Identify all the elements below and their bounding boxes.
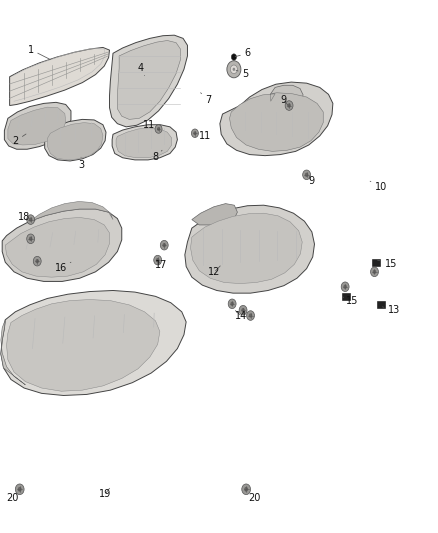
Circle shape bbox=[157, 127, 160, 131]
Polygon shape bbox=[110, 35, 187, 127]
Polygon shape bbox=[117, 41, 180, 119]
Polygon shape bbox=[4, 102, 71, 149]
Circle shape bbox=[239, 305, 247, 315]
Circle shape bbox=[27, 215, 35, 224]
Text: 15: 15 bbox=[343, 296, 359, 306]
Circle shape bbox=[373, 270, 376, 274]
Polygon shape bbox=[112, 125, 177, 160]
Circle shape bbox=[242, 484, 251, 495]
Text: 19: 19 bbox=[99, 488, 111, 499]
Polygon shape bbox=[47, 123, 103, 160]
Text: 9: 9 bbox=[281, 95, 288, 106]
Circle shape bbox=[305, 173, 308, 177]
Text: 16: 16 bbox=[55, 262, 71, 273]
Polygon shape bbox=[230, 93, 323, 151]
Circle shape bbox=[285, 101, 293, 110]
Polygon shape bbox=[116, 128, 172, 158]
Polygon shape bbox=[10, 47, 110, 106]
Text: 11: 11 bbox=[143, 120, 159, 130]
Circle shape bbox=[227, 61, 241, 78]
Circle shape bbox=[156, 258, 159, 262]
Circle shape bbox=[233, 68, 235, 71]
Polygon shape bbox=[271, 85, 303, 108]
Text: 20: 20 bbox=[245, 490, 260, 503]
Circle shape bbox=[249, 313, 252, 318]
Polygon shape bbox=[192, 204, 237, 225]
Circle shape bbox=[29, 237, 32, 241]
Circle shape bbox=[15, 484, 24, 495]
Polygon shape bbox=[220, 82, 333, 156]
Text: 18: 18 bbox=[18, 213, 35, 222]
Text: 11: 11 bbox=[195, 131, 211, 141]
Circle shape bbox=[33, 256, 41, 266]
Circle shape bbox=[162, 243, 166, 247]
Circle shape bbox=[155, 125, 162, 133]
Circle shape bbox=[371, 267, 378, 277]
Text: 15: 15 bbox=[377, 259, 397, 269]
Polygon shape bbox=[7, 300, 160, 391]
Text: 8: 8 bbox=[152, 150, 162, 162]
Circle shape bbox=[230, 302, 234, 306]
Text: 17: 17 bbox=[155, 260, 167, 270]
Polygon shape bbox=[191, 213, 302, 284]
Circle shape bbox=[231, 54, 237, 60]
Circle shape bbox=[27, 234, 35, 244]
Text: 4: 4 bbox=[137, 63, 145, 76]
Bar bbox=[342, 293, 350, 300]
Circle shape bbox=[230, 65, 237, 74]
Circle shape bbox=[191, 129, 198, 138]
Circle shape bbox=[241, 308, 245, 312]
Circle shape bbox=[287, 103, 291, 108]
Text: 5: 5 bbox=[236, 69, 248, 78]
Polygon shape bbox=[5, 217, 110, 277]
Circle shape bbox=[29, 217, 32, 222]
Text: 6: 6 bbox=[235, 49, 251, 58]
Polygon shape bbox=[1, 320, 25, 385]
Circle shape bbox=[193, 131, 197, 135]
Circle shape bbox=[154, 255, 162, 265]
Text: 12: 12 bbox=[208, 266, 221, 277]
Text: 9: 9 bbox=[308, 176, 314, 186]
Text: 3: 3 bbox=[78, 157, 84, 170]
Bar bbox=[372, 259, 380, 265]
Polygon shape bbox=[2, 209, 122, 281]
Polygon shape bbox=[30, 201, 113, 221]
Polygon shape bbox=[185, 205, 314, 293]
Polygon shape bbox=[1, 290, 186, 395]
Circle shape bbox=[244, 487, 248, 491]
Circle shape bbox=[247, 311, 254, 320]
Circle shape bbox=[35, 259, 39, 263]
Circle shape bbox=[303, 170, 311, 180]
Text: 2: 2 bbox=[12, 134, 26, 146]
Text: 10: 10 bbox=[370, 181, 387, 191]
Text: 13: 13 bbox=[382, 305, 400, 315]
Bar bbox=[377, 302, 385, 308]
Polygon shape bbox=[8, 107, 66, 145]
Polygon shape bbox=[45, 119, 106, 161]
Text: 14: 14 bbox=[235, 311, 247, 320]
Circle shape bbox=[341, 282, 349, 292]
Text: 1: 1 bbox=[28, 45, 50, 60]
Circle shape bbox=[18, 487, 22, 491]
Circle shape bbox=[160, 240, 168, 250]
Text: 7: 7 bbox=[201, 93, 212, 105]
Circle shape bbox=[343, 285, 347, 289]
Text: 20: 20 bbox=[6, 490, 19, 503]
Circle shape bbox=[228, 299, 236, 309]
